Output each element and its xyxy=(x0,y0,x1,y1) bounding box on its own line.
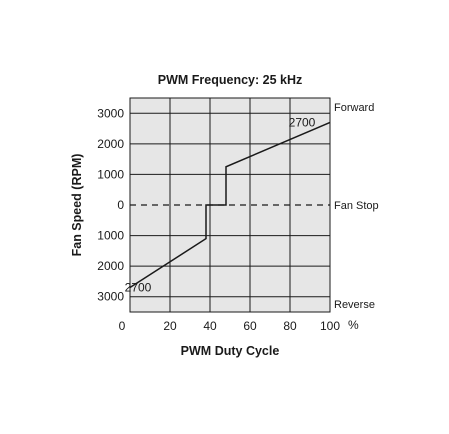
y-tick-label: 2000 xyxy=(97,137,124,151)
data-label-0: 2700 xyxy=(289,115,316,129)
x-unit-label: % xyxy=(348,318,359,332)
y-tick-label: 1000 xyxy=(97,167,124,181)
right-label-reverse: Reverse xyxy=(334,299,375,311)
x-tick-label: 80 xyxy=(283,319,297,333)
x-axis-label: PWM Duty Cycle xyxy=(181,344,280,358)
x-tick-label: 60 xyxy=(243,319,257,333)
right-label-fan-stop: Fan Stop xyxy=(334,200,379,212)
y-tick-label: 1000 xyxy=(97,229,124,243)
right-label-forward: Forward xyxy=(334,102,374,114)
y-tick-labels: 3000 2000 1000 0 1000 2000 3000 xyxy=(97,106,124,303)
chart-title: PWM Frequency: 25 kHz xyxy=(158,73,302,87)
x-tick-labels: 0 20 40 60 80 100 xyxy=(119,319,341,333)
annotations: 2700 2700 xyxy=(125,115,316,294)
y-tick-label: 3000 xyxy=(97,290,124,304)
y-tick-label: 2000 xyxy=(97,259,124,273)
data-label-1: 2700 xyxy=(125,281,152,295)
series-line-0 xyxy=(129,121,331,289)
y-tick-label: 0 xyxy=(117,198,124,212)
x-tick-label: 100 xyxy=(320,319,340,333)
x-tick-label: 0 xyxy=(119,319,126,333)
y-axis-label: Fan Speed (RPM) xyxy=(70,154,84,257)
y-tick-label: 3000 xyxy=(97,106,124,120)
x-tick-label: 40 xyxy=(203,319,217,333)
plot-border xyxy=(129,97,331,313)
x-tick-label: 20 xyxy=(163,319,177,333)
